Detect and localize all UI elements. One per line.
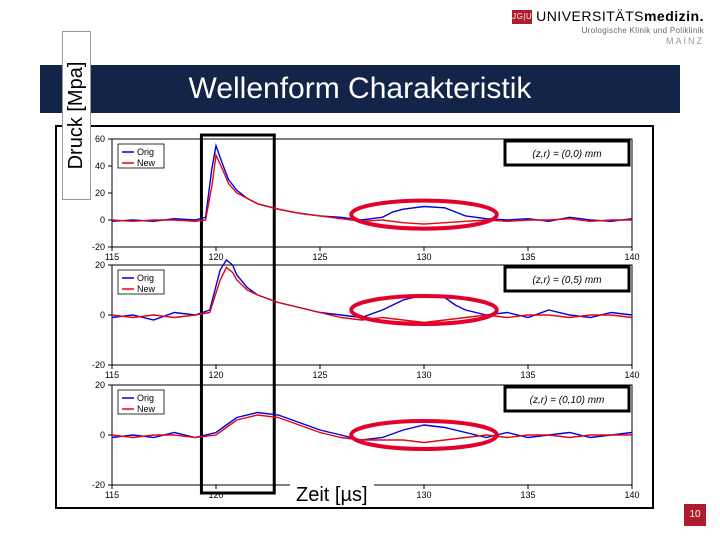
svg-text:140: 140 bbox=[624, 252, 639, 262]
svg-text:130: 130 bbox=[416, 252, 431, 262]
svg-text:(z,r) = (0,0) mm: (z,r) = (0,0) mm bbox=[532, 149, 601, 160]
svg-text:Orig: Orig bbox=[137, 273, 154, 283]
svg-text:115: 115 bbox=[105, 252, 119, 262]
svg-text:120: 120 bbox=[208, 252, 223, 262]
header-subtitle: Urologische Klinik und Poliklinik bbox=[512, 26, 704, 35]
slide-title: Wellenform Charakteristik bbox=[40, 65, 680, 113]
svg-text:20: 20 bbox=[95, 380, 105, 390]
svg-text:New: New bbox=[137, 158, 156, 168]
x-axis-label: Zeit [µs] bbox=[290, 484, 374, 507]
svg-text:0: 0 bbox=[100, 430, 105, 440]
svg-text:130: 130 bbox=[416, 370, 431, 380]
svg-text:-20: -20 bbox=[92, 360, 105, 370]
svg-text:140: 140 bbox=[624, 370, 639, 380]
svg-text:Orig: Orig bbox=[137, 147, 154, 157]
svg-text:60: 60 bbox=[95, 134, 105, 144]
header-city: MAINZ bbox=[512, 36, 704, 46]
svg-text:115: 115 bbox=[105, 370, 119, 380]
svg-text:-20: -20 bbox=[92, 242, 105, 252]
logo-badge: JG|U bbox=[512, 10, 532, 24]
svg-text:40: 40 bbox=[95, 161, 105, 171]
logo-text-bold: medizin. bbox=[644, 8, 704, 24]
svg-text:130: 130 bbox=[416, 490, 431, 500]
svg-text:140: 140 bbox=[624, 490, 639, 500]
svg-text:135: 135 bbox=[520, 252, 535, 262]
logo-text-light: UNIVERSITÄTS bbox=[536, 8, 644, 24]
page-number: 10 bbox=[684, 504, 706, 526]
svg-text:125: 125 bbox=[312, 252, 327, 262]
chart-figure: -200204060115120125130135140OrigNew(z,r)… bbox=[55, 125, 654, 509]
svg-text:New: New bbox=[137, 404, 156, 414]
svg-text:New: New bbox=[137, 284, 156, 294]
svg-text:-20: -20 bbox=[92, 480, 105, 490]
svg-text:120: 120 bbox=[208, 490, 223, 500]
svg-text:120: 120 bbox=[208, 370, 223, 380]
svg-text:20: 20 bbox=[95, 260, 105, 270]
svg-text:0: 0 bbox=[100, 215, 105, 225]
svg-text:Orig: Orig bbox=[137, 393, 154, 403]
header: JG|U UNIVERSITÄTSmedizin. Urologische Kli… bbox=[512, 8, 704, 46]
logo: JG|U UNIVERSITÄTSmedizin. bbox=[512, 8, 704, 24]
svg-text:115: 115 bbox=[105, 490, 119, 500]
y-axis-label: Druck [Mpa] bbox=[62, 31, 91, 200]
svg-text:0: 0 bbox=[100, 310, 105, 320]
svg-text:135: 135 bbox=[520, 370, 535, 380]
svg-text:20: 20 bbox=[95, 188, 105, 198]
svg-text:135: 135 bbox=[520, 490, 535, 500]
svg-text:(z,r) = (0,10) mm: (z,r) = (0,10) mm bbox=[530, 395, 605, 406]
svg-text:(z,r) = (0,5) mm: (z,r) = (0,5) mm bbox=[532, 275, 601, 286]
svg-text:125: 125 bbox=[312, 370, 327, 380]
